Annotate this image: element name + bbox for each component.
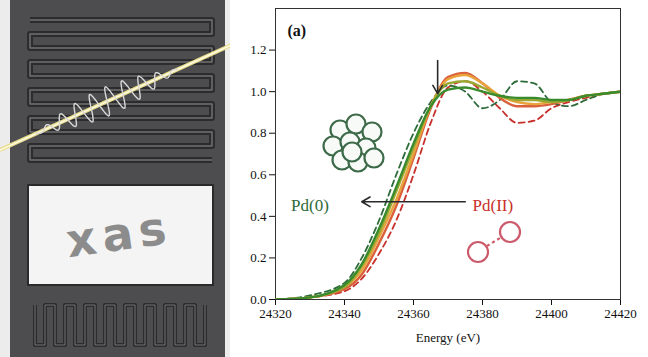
svg-text:0.8: 0.8 [250, 125, 266, 140]
svg-text:1.2: 1.2 [250, 42, 266, 57]
svg-text:24420: 24420 [604, 306, 637, 321]
svg-text:(a): (a) [288, 22, 307, 40]
svg-text:24400: 24400 [535, 306, 568, 321]
svg-text:Pd(II): Pd(II) [473, 196, 514, 215]
svg-text:24320: 24320 [259, 306, 292, 321]
svg-text:Energy (eV): Energy (eV) [416, 330, 480, 345]
svg-text:24380: 24380 [466, 306, 499, 321]
svg-text:24360: 24360 [397, 306, 430, 321]
svg-text:0.0: 0.0 [250, 292, 266, 307]
svg-text:xas: xas [63, 200, 176, 268]
svg-text:24340: 24340 [328, 306, 361, 321]
svg-text:Pd(0): Pd(0) [291, 196, 329, 215]
svg-text:0.6: 0.6 [250, 167, 267, 182]
svg-text:1.0: 1.0 [250, 84, 266, 99]
svg-text:0.4: 0.4 [250, 209, 267, 224]
svg-text:0.2: 0.2 [250, 250, 266, 265]
